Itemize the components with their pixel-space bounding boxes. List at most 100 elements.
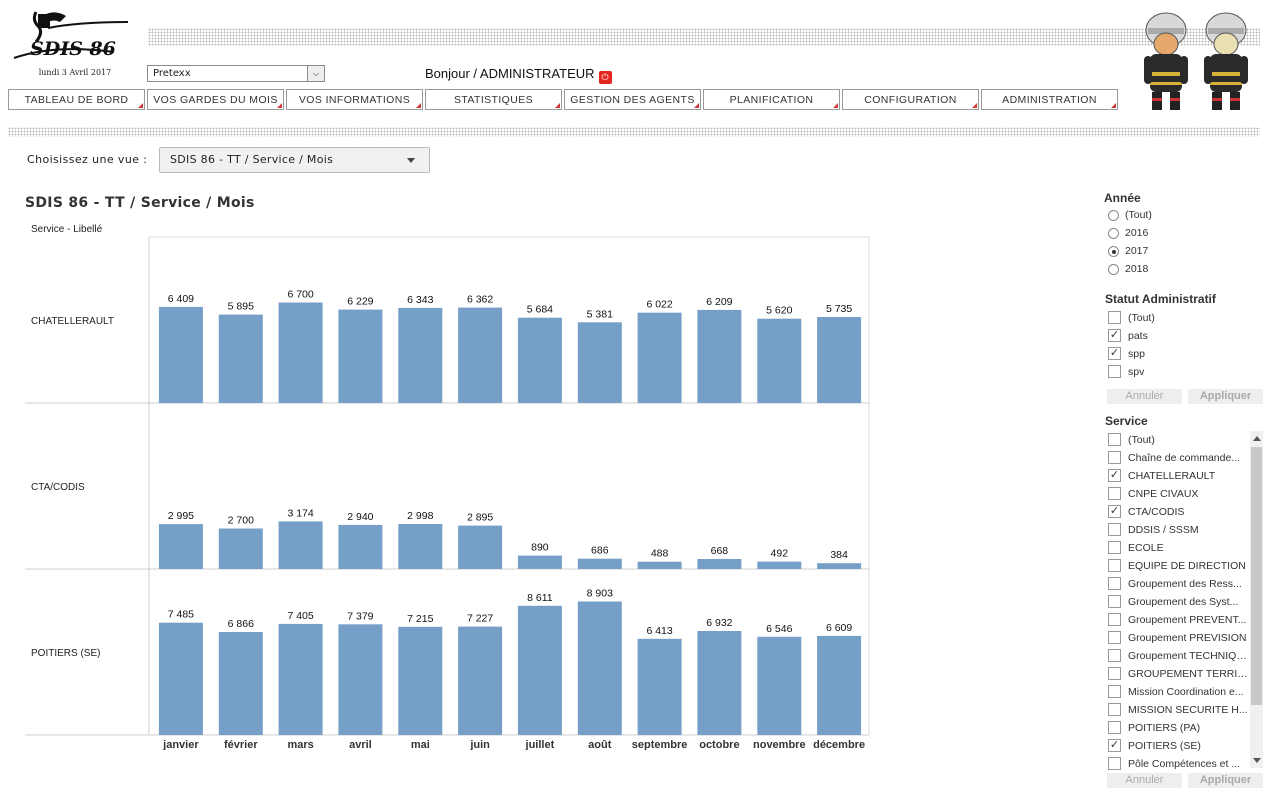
bar-1-11[interactable] <box>817 563 862 569</box>
service-option-3[interactable]: CNPE CIVAUX <box>1108 486 1248 504</box>
bar-0-4[interactable] <box>398 307 443 403</box>
checkbox-empty-icon[interactable] <box>1108 703 1121 716</box>
statut-cancel-button[interactable]: Annuler <box>1107 389 1182 404</box>
checkbox-empty-icon[interactable] <box>1108 523 1121 536</box>
service-option-5[interactable]: DDSIS / SSSM <box>1108 522 1248 540</box>
nav-vos-informations[interactable]: VOS INFORMATIONS <box>286 89 423 110</box>
bar-0-10[interactable] <box>757 318 802 403</box>
bar-0-8[interactable] <box>637 312 682 403</box>
service-option-14[interactable]: Mission Coordination e... <box>1108 684 1248 702</box>
checkbox-checked-icon[interactable]: ✓ <box>1108 469 1121 482</box>
chevron-down-icon[interactable]: ⌵ <box>307 66 324 81</box>
annee-option-2[interactable]: 2017 <box>1108 244 1248 262</box>
service-option-10[interactable]: Groupement PREVENT... <box>1108 612 1248 630</box>
service-option-0[interactable]: (Tout) <box>1108 432 1248 450</box>
bar-0-3[interactable] <box>338 309 383 403</box>
bar-1-7[interactable] <box>577 558 622 569</box>
checkbox-empty-icon[interactable] <box>1108 433 1121 446</box>
bar-2-4[interactable] <box>398 626 443 735</box>
checkbox-empty-icon[interactable] <box>1108 649 1121 662</box>
nav-configuration[interactable]: CONFIGURATION <box>842 89 979 110</box>
bar-1-5[interactable] <box>458 525 503 569</box>
caret-down-icon[interactable] <box>407 158 415 163</box>
bar-2-5[interactable] <box>458 626 503 735</box>
checkbox-empty-icon[interactable] <box>1108 541 1121 554</box>
checkbox-empty-icon[interactable] <box>1108 311 1121 324</box>
checkbox-empty-icon[interactable] <box>1108 757 1121 770</box>
user-select[interactable]: Pretexx ⌵ <box>147 65 325 82</box>
bar-1-1[interactable] <box>218 528 263 570</box>
service-option-2[interactable]: ✓ CHATELLERAULT <box>1108 468 1248 486</box>
statut-option-2[interactable]: ✓ spp <box>1108 346 1248 364</box>
sdis-logo[interactable]: SDIS 86 <box>8 8 136 80</box>
nav-vos-gardes-du-mois[interactable]: VOS GARDES DU MOIS <box>147 89 284 110</box>
service-option-15[interactable]: MISSION SECURITE H... <box>1108 702 1248 720</box>
bar-0-0[interactable] <box>158 306 203 403</box>
bar-2-10[interactable] <box>757 636 802 735</box>
bar-2-1[interactable] <box>218 632 263 735</box>
bar-0-9[interactable] <box>697 309 742 403</box>
service-cancel-button[interactable]: Annuler <box>1107 773 1182 788</box>
checkbox-empty-icon[interactable] <box>1108 721 1121 734</box>
bar-1-3[interactable] <box>338 524 383 569</box>
radio-empty-icon[interactable] <box>1108 264 1119 275</box>
bar-2-11[interactable] <box>817 635 862 735</box>
checkbox-empty-icon[interactable] <box>1108 631 1121 644</box>
statut-option-0[interactable]: (Tout) <box>1108 310 1248 328</box>
service-option-1[interactable]: Chaîne de commande... <box>1108 450 1248 468</box>
service-option-13[interactable]: GROUPEMENT TERRIT... <box>1108 666 1248 684</box>
checkbox-empty-icon[interactable] <box>1108 667 1121 680</box>
bar-2-0[interactable] <box>158 622 203 735</box>
checkbox-empty-icon[interactable] <box>1108 451 1121 464</box>
bar-2-2[interactable] <box>278 623 323 735</box>
annee-option-3[interactable]: 2018 <box>1108 262 1248 280</box>
bar-0-2[interactable] <box>278 302 323 404</box>
service-option-12[interactable]: Groupement TECHNIQUE <box>1108 648 1248 666</box>
bar-1-6[interactable] <box>517 555 562 569</box>
service-option-4[interactable]: ✓ CTA/CODIS <box>1108 504 1248 522</box>
bar-1-9[interactable] <box>697 559 742 569</box>
annee-option-0[interactable]: (Tout) <box>1108 208 1248 226</box>
service-option-8[interactable]: Groupement des Ress... <box>1108 576 1248 594</box>
checkbox-empty-icon[interactable] <box>1108 559 1121 572</box>
statut-option-3[interactable]: spv <box>1108 364 1248 382</box>
checkbox-empty-icon[interactable] <box>1108 487 1121 500</box>
power-icon[interactable]: ⏻ <box>598 71 612 84</box>
scroll-down-icon[interactable] <box>1253 758 1261 763</box>
bar-2-3[interactable] <box>338 624 383 735</box>
bar-0-6[interactable] <box>517 317 562 403</box>
service-option-16[interactable]: POITIERS (PA) <box>1108 720 1248 738</box>
checkbox-checked-icon[interactable]: ✓ <box>1108 329 1121 342</box>
bar-1-8[interactable] <box>637 561 682 569</box>
checkbox-checked-icon[interactable]: ✓ <box>1108 505 1121 518</box>
view-select[interactable]: SDIS 86 - TT / Service / Mois <box>159 147 430 173</box>
statut-apply-button[interactable]: Appliquer <box>1188 389 1263 404</box>
bar-1-10[interactable] <box>757 561 802 569</box>
bar-2-8[interactable] <box>637 638 682 735</box>
bar-1-2[interactable] <box>278 521 323 569</box>
bar-2-9[interactable] <box>697 631 742 735</box>
scrollbar-thumb[interactable] <box>1251 447 1262 705</box>
checkbox-empty-icon[interactable] <box>1108 577 1121 590</box>
bar-0-5[interactable] <box>458 307 503 403</box>
service-option-6[interactable]: ECOLE <box>1108 540 1248 558</box>
checkbox-empty-icon[interactable] <box>1108 365 1121 378</box>
checkbox-empty-icon[interactable] <box>1108 613 1121 626</box>
service-option-11[interactable]: Groupement PREVISION <box>1108 630 1248 648</box>
bar-0-1[interactable] <box>218 314 263 403</box>
nav-planification[interactable]: PLANIFICATION <box>703 89 840 110</box>
bar-0-7[interactable] <box>577 322 622 403</box>
checkbox-checked-icon[interactable]: ✓ <box>1108 347 1121 360</box>
service-option-17[interactable]: ✓ POITIERS (SE) <box>1108 738 1248 756</box>
radio-selected-icon[interactable] <box>1108 246 1119 257</box>
radio-empty-icon[interactable] <box>1108 210 1119 221</box>
service-option-18[interactable]: Pôle Compétences et ... <box>1108 756 1248 774</box>
bar-2-6[interactable] <box>517 605 562 735</box>
checkbox-empty-icon[interactable] <box>1108 595 1121 608</box>
annee-option-1[interactable]: 2016 <box>1108 226 1248 244</box>
nav-statistiques[interactable]: STATISTIQUES <box>425 89 562 110</box>
checkbox-empty-icon[interactable] <box>1108 685 1121 698</box>
bar-0-11[interactable] <box>817 317 862 403</box>
nav-administration[interactable]: ADMINISTRATION <box>981 89 1118 110</box>
service-option-9[interactable]: Groupement des Syst... <box>1108 594 1248 612</box>
